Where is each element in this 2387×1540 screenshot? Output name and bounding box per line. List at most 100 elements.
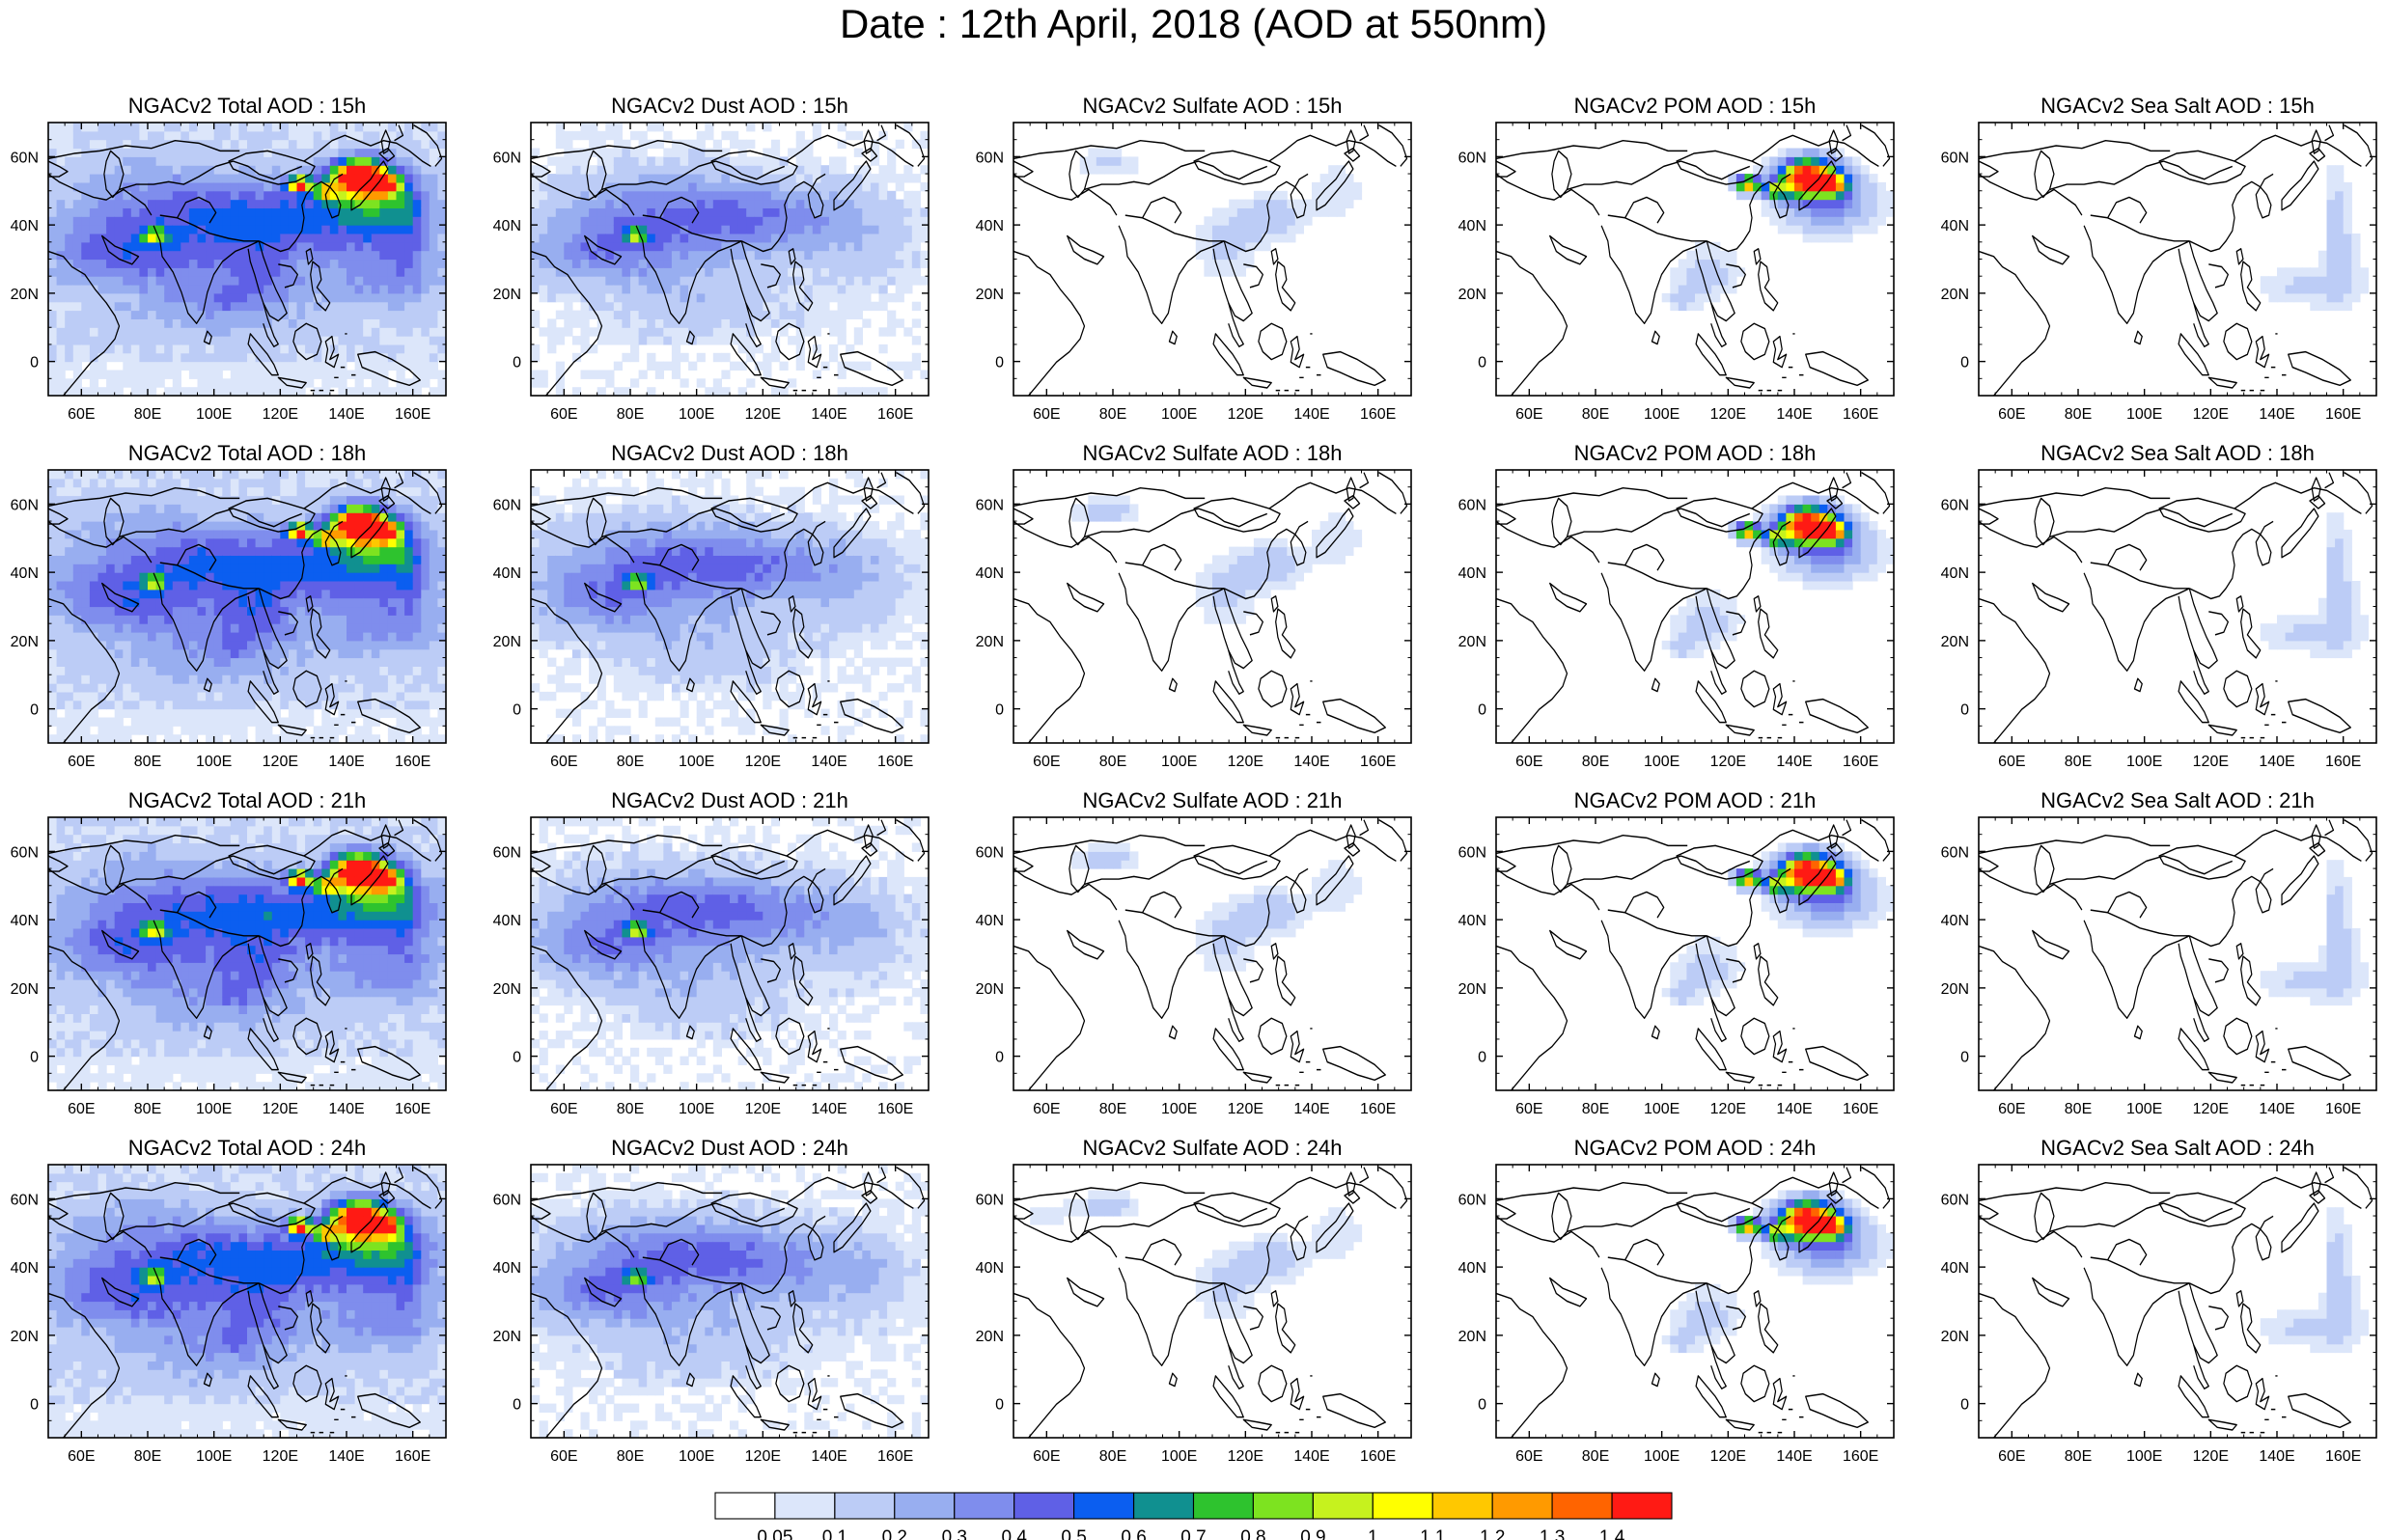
lon-tick-label: 160E: [877, 406, 913, 423]
map-frame: [1978, 122, 2377, 397]
lon-tick-label: 120E: [2193, 1448, 2229, 1465]
lon-tick-label: 100E: [1644, 1101, 1679, 1117]
lon-tick-label: 80E: [134, 406, 161, 423]
map-frame: [1978, 1164, 2377, 1439]
aod-field: [48, 1165, 446, 1438]
lon-tick-label: 120E: [1228, 1448, 1263, 1465]
lon-tick-label: 160E: [1843, 1101, 1878, 1117]
lon-tick-label: 60E: [68, 406, 95, 423]
lon-tick-label: 80E: [1099, 1448, 1126, 1465]
panel-title: NGACv2 Sea Salt AOD : 24h: [2040, 1136, 2315, 1160]
lon-tick-label: 160E: [1360, 1101, 1396, 1117]
lon-tick-label: 140E: [811, 1448, 847, 1465]
lat-tick-label: 40N: [11, 913, 39, 929]
lon-tick-label: 100E: [679, 754, 714, 770]
lat-tick-label: 40N: [11, 1260, 39, 1277]
lon-tick-label: 160E: [2325, 1101, 2361, 1117]
lat-tick-label: 60N: [11, 1192, 39, 1208]
colorbar-swatch: [1312, 1492, 1374, 1520]
lon-tick-label: 160E: [1360, 754, 1396, 770]
lon-tick-label: 60E: [1515, 406, 1542, 423]
lat-tick-label: 0: [995, 355, 1004, 371]
aod-field: [531, 470, 929, 743]
lat-tick-label: 60N: [11, 150, 39, 166]
lon-tick-label: 100E: [1161, 406, 1197, 423]
lat-tick-label: 20N: [976, 287, 1004, 303]
panel-title: NGACv2 Sea Salt AOD : 21h: [2040, 788, 2315, 812]
lat-tick-label: 40N: [1941, 913, 1969, 929]
lat-tick-label: 20N: [976, 634, 1004, 650]
lon-tick-label: 140E: [1776, 1448, 1812, 1465]
lon-tick-label: 60E: [550, 754, 577, 770]
lat-tick-label: 0: [1960, 1050, 1969, 1066]
lon-tick-label: 60E: [1998, 1101, 2025, 1117]
aod-field: [531, 123, 929, 396]
lat-tick-label: 0: [30, 702, 39, 719]
lon-tick-label: 60E: [68, 1101, 95, 1117]
lat-tick-label: 40N: [1458, 565, 1486, 582]
lat-tick-label: 20N: [11, 287, 39, 303]
colorbar-swatch: [1431, 1492, 1493, 1520]
colorbar-swatch: [894, 1492, 956, 1520]
panel-title: NGACv2 Dust AOD : 21h: [611, 788, 848, 812]
lat-tick-label: 20N: [11, 1329, 39, 1345]
lon-tick-label: 60E: [550, 1448, 577, 1465]
lon-tick-label: 100E: [679, 1101, 714, 1117]
colorbar-swatch: [774, 1492, 836, 1520]
lon-tick-label: 140E: [811, 754, 847, 770]
lon-tick-label: 160E: [1360, 1448, 1396, 1465]
lat-tick-label: 40N: [1941, 218, 1969, 234]
lon-tick-label: 120E: [1228, 406, 1263, 423]
lon-tick-label: 60E: [1033, 406, 1060, 423]
colorbar-label: 0.1: [822, 1527, 847, 1540]
lon-tick-label: 60E: [1515, 754, 1542, 770]
aod-field: [1661, 148, 1894, 312]
lon-tick-label: 140E: [811, 1101, 847, 1117]
panel-title: NGACv2 Dust AOD : 18h: [611, 441, 848, 465]
lon-tick-label: 100E: [2126, 754, 2162, 770]
lat-tick-label: 0: [1960, 355, 1969, 371]
map-panel-sulfate-24h: NGACv2 Sulfate AOD : 24h 60E 80E 100E 120E 14…: [976, 1136, 1412, 1465]
lon-tick-label: 100E: [1644, 1448, 1679, 1465]
aod-field: [48, 123, 446, 396]
lat-tick-label: 40N: [1458, 218, 1486, 234]
lon-tick-label: 140E: [1293, 1101, 1329, 1117]
lat-tick-label: 40N: [1941, 1260, 1969, 1277]
aod-field: [1661, 842, 1894, 1006]
map-panel-seasalt-18h: NGACv2 Sea Salt AOD : 18h 60E 80E 100E 120E 1…: [1941, 441, 2377, 770]
lon-tick-label: 60E: [550, 406, 577, 423]
lon-tick-label: 160E: [1360, 406, 1396, 423]
lat-tick-label: 0: [1478, 702, 1486, 719]
lon-tick-label: 80E: [617, 1448, 644, 1465]
lon-tick-label: 80E: [617, 1101, 644, 1117]
lon-tick-label: 160E: [2325, 406, 2361, 423]
lat-tick-label: 0: [995, 702, 1004, 719]
lon-tick-label: 160E: [1843, 754, 1878, 770]
aod-field: [531, 817, 929, 1090]
lon-tick-label: 80E: [1099, 754, 1126, 770]
lon-tick-label: 120E: [2193, 754, 2229, 770]
lon-tick-label: 60E: [1033, 1101, 1060, 1117]
colorbar-swatch: [714, 1492, 776, 1520]
aod-field: [1030, 1190, 1363, 1319]
lon-tick-label: 100E: [1161, 1101, 1197, 1117]
colorbar-swatch: [1013, 1492, 1075, 1520]
lon-tick-label: 100E: [196, 406, 232, 423]
map-frame: [1978, 469, 2377, 744]
lon-tick-label: 140E: [328, 1448, 364, 1465]
lat-tick-label: 20N: [1458, 1329, 1486, 1345]
colorbar-swatch: [954, 1492, 1015, 1520]
panel-title: NGACv2 Total AOD : 24h: [128, 1136, 367, 1160]
aod-field: [1661, 1190, 1894, 1354]
lon-tick-label: 160E: [395, 406, 430, 423]
lon-tick-label: 120E: [263, 1101, 298, 1117]
lon-tick-label: 60E: [1515, 1448, 1542, 1465]
lat-tick-label: 60N: [976, 1192, 1004, 1208]
lon-tick-label: 120E: [263, 754, 298, 770]
lat-tick-label: 40N: [976, 1260, 1004, 1277]
lon-tick-label: 160E: [1843, 1448, 1878, 1465]
colorbar-swatch: [1133, 1492, 1195, 1520]
lon-tick-label: 120E: [2193, 1101, 2229, 1117]
map-panel-dust-18h: NGACv2 Dust AOD : 18h 60E 80E 100E 120E 140E 1…: [493, 441, 930, 770]
